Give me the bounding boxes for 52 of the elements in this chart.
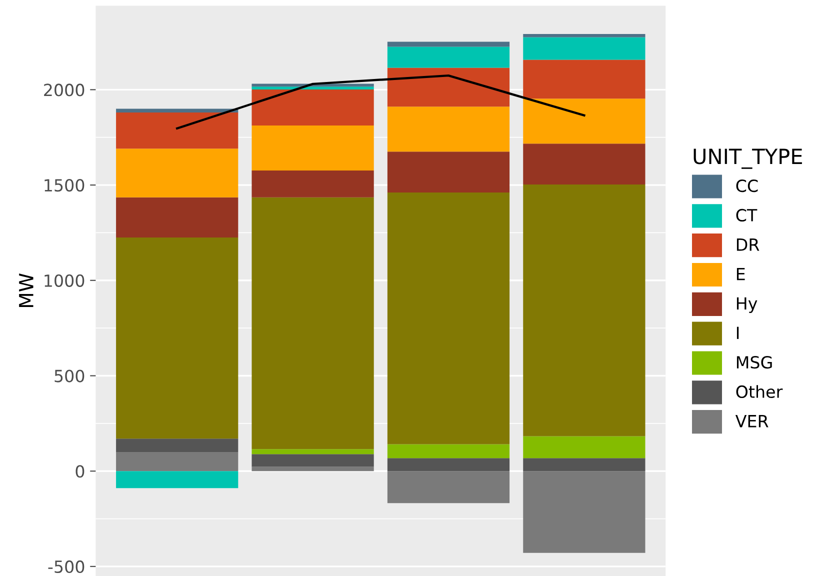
bar bbox=[116, 452, 238, 472]
bar bbox=[523, 184, 646, 436]
bar bbox=[252, 454, 374, 467]
bar bbox=[523, 458, 646, 472]
bar bbox=[387, 42, 510, 47]
bar bbox=[387, 471, 510, 504]
bar bbox=[116, 237, 238, 439]
bar bbox=[116, 108, 238, 113]
bar bbox=[387, 444, 510, 458]
y-axis-title: MW bbox=[19, 274, 34, 307]
bar bbox=[387, 106, 510, 152]
bar bbox=[252, 197, 374, 450]
legend-title: UNIT_TYPE bbox=[694, 148, 802, 169]
bar bbox=[116, 471, 238, 488]
bar bbox=[523, 37, 646, 60]
bar bbox=[523, 144, 646, 184]
bar bbox=[523, 60, 646, 99]
y-tick-label: -500 bbox=[48, 560, 84, 574]
legend-label: CC bbox=[736, 180, 758, 192]
legend-label: I bbox=[736, 326, 739, 339]
bar bbox=[523, 98, 646, 144]
y-tick-label: 1000 bbox=[44, 274, 84, 287]
bar bbox=[116, 112, 238, 149]
y-tick-label: 0 bbox=[76, 465, 84, 478]
legend-label: E bbox=[736, 268, 745, 280]
y-tick-label: 2000 bbox=[44, 84, 84, 96]
bar bbox=[252, 170, 374, 198]
bar bbox=[387, 46, 510, 68]
bar bbox=[523, 34, 646, 38]
bar bbox=[387, 192, 510, 444]
line-series bbox=[176, 74, 586, 130]
legend-label: MSG bbox=[736, 356, 772, 369]
bar bbox=[523, 436, 646, 458]
y-tick-label: 500 bbox=[54, 370, 84, 382]
legend-label: CT bbox=[736, 208, 758, 222]
bar bbox=[116, 438, 238, 452]
bar bbox=[252, 126, 374, 171]
legend-label: Other bbox=[736, 385, 783, 398]
bar bbox=[252, 466, 374, 472]
legend-label: DR bbox=[736, 238, 760, 251]
bar bbox=[252, 449, 374, 454]
bar bbox=[387, 152, 510, 192]
bar bbox=[252, 86, 374, 90]
bar bbox=[116, 148, 238, 198]
legend-label: VER bbox=[735, 415, 768, 428]
bar bbox=[523, 471, 646, 553]
bar bbox=[252, 89, 374, 126]
legend-label: Hy bbox=[736, 297, 758, 314]
bar bbox=[116, 197, 238, 238]
bar bbox=[387, 68, 510, 107]
bar bbox=[387, 458, 510, 472]
y-tick-label: 1500 bbox=[44, 178, 84, 192]
